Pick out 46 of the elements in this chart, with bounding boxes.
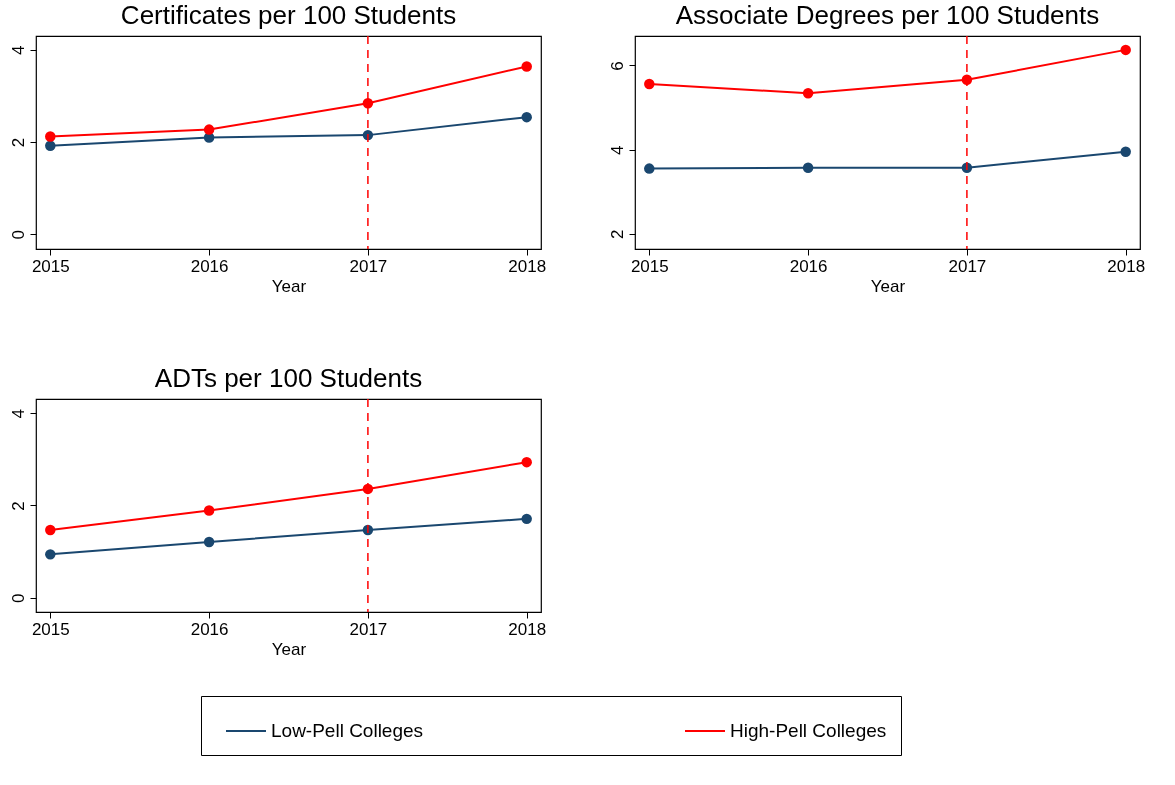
- x-tick-label: 2016: [789, 256, 828, 276]
- point: [203, 124, 215, 135]
- x-axis-title: Year: [271, 276, 307, 296]
- y-tick-label: 0: [8, 230, 28, 240]
- chart-title: Associate Degrees per 100 Students: [675, 0, 1100, 31]
- chart-title: Certificates per 100 Students: [120, 0, 457, 31]
- point: [45, 131, 56, 142]
- point: [521, 61, 532, 72]
- legend-label: High-Pell Colleges: [730, 720, 887, 741]
- point: [1120, 44, 1131, 56]
- x-tick-label: 2015: [31, 619, 70, 639]
- y-tick-label: 4: [8, 45, 28, 56]
- x-tick-label: 2017: [349, 619, 388, 639]
- x-tick-label: 2018: [1107, 256, 1146, 276]
- x-tick-label: 2018: [508, 256, 547, 276]
- x-tick-label: 2015: [630, 256, 669, 276]
- point: [1120, 146, 1131, 157]
- point: [203, 505, 215, 516]
- point: [644, 78, 655, 90]
- x-tick-label: 2015: [31, 256, 70, 276]
- x-tick-label: 2018: [508, 619, 547, 639]
- y-tick-label: 4: [8, 409, 28, 419]
- y-tick-label: 2: [607, 229, 627, 240]
- x-axis-title: Year: [870, 276, 906, 296]
- point: [521, 111, 532, 123]
- point: [802, 162, 814, 173]
- x-tick-label: 2016: [190, 619, 229, 639]
- x-tick-label: 2016: [190, 256, 229, 276]
- point: [45, 524, 56, 536]
- x-tick-label: 2017: [948, 256, 987, 276]
- chart-title: ADTs per 100 Students: [154, 363, 423, 394]
- point: [521, 456, 532, 468]
- point: [521, 513, 532, 525]
- legend-label: Low-Pell Colleges: [271, 720, 424, 741]
- point: [45, 549, 56, 560]
- point: [644, 163, 655, 174]
- x-tick-label: 2017: [349, 256, 388, 276]
- y-tick-label: 2: [8, 137, 28, 148]
- point: [802, 88, 814, 99]
- y-tick-label: 6: [607, 61, 627, 71]
- x-axis-title: Year: [271, 639, 307, 659]
- point: [45, 140, 56, 151]
- y-tick-label: 0: [8, 593, 28, 603]
- y-tick-label: 2: [8, 501, 28, 511]
- y-tick-label: 4: [607, 145, 627, 155]
- point: [203, 536, 215, 548]
